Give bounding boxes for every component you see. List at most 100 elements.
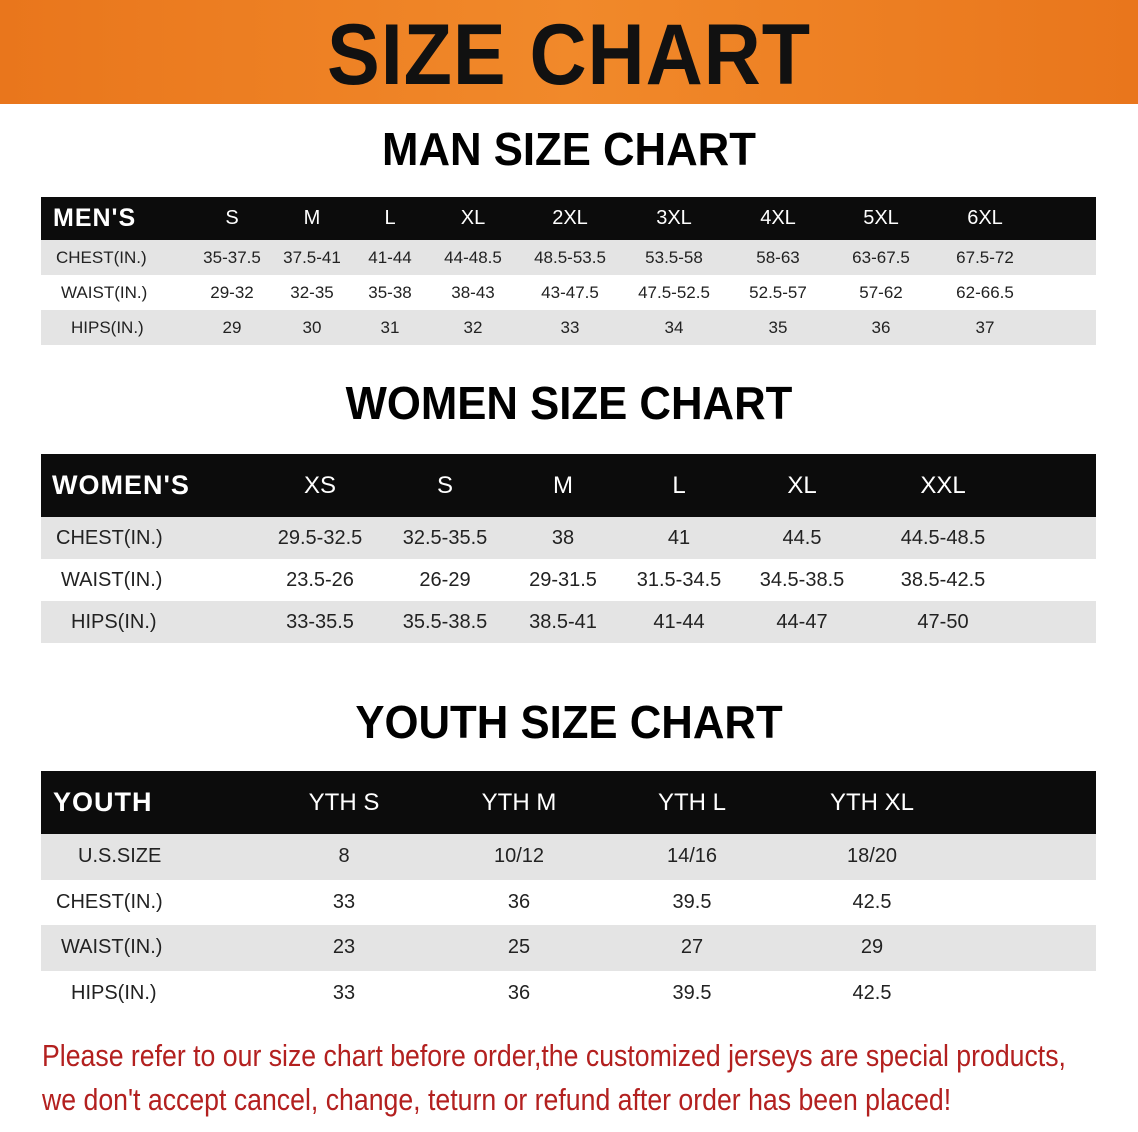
measurement-value: 29.5-32.5 [277,526,363,549]
size-column-header: 2XL [552,207,588,229]
table-row: HIPS(IN.) 29 30 31 32 33 34 35 36 37 [41,310,1096,345]
measurement-value: 41-44 [653,610,705,633]
size-column-header: 5XL [863,207,899,229]
measurement-value: 23 [332,936,356,959]
measurement-value: 35-37.5 [203,247,261,267]
measurement-value: 33 [332,890,356,913]
measurement-value: 29 [860,936,884,959]
size-column-header: XL [460,207,486,229]
table-row: CHEST(IN.) 33 36 39.5 42.5 [41,879,1096,925]
table-row: WAIST(IN.) 23.5-26 26-29 29-31.5 31.5-34.5 34… [41,559,1096,601]
measurement-label: U.S.SIZE [78,845,162,868]
measurement-label: WAIST(IN.) [61,568,163,591]
men-size-table: MEN'S S M L XL 2XL 3XL 4XL 5XL 6XL CHEST(IN.) 35-37… [41,197,1096,345]
size-column-header: 6XL [967,207,1003,229]
measurement-label: WAIST(IN.) [61,282,148,302]
measurement-value: 26-29 [419,568,471,591]
measurement-value: 35 [768,317,788,337]
table-row: U.S.SIZE 8 10/12 14/16 18/20 [41,834,1096,880]
measurement-value: 34.5-38.5 [759,568,845,591]
measurement-value: 44.5 [782,526,822,549]
youth-header-row: YOUTH YTH S YTH M YTH L YTH XL [41,771,1096,834]
measurement-value: 33-35.5 [286,610,354,633]
measurement-value: 33 [332,981,356,1004]
measurement-value: 47-50 [917,610,969,633]
measurement-value: 58-63 [756,247,800,267]
measurement-value: 18/20 [846,845,898,868]
size-column-header: L [384,207,396,229]
measurement-value: 25 [507,936,531,959]
measurement-value: 14/16 [666,845,718,868]
row-header-label: MEN'S [53,204,137,232]
size-column-header: XL [787,471,817,499]
row-header-label: YOUTH [53,787,153,817]
size-column-header: 4XL [760,207,796,229]
measurement-value: 37.5-41 [283,247,341,267]
measurement-value: 10/12 [493,845,545,868]
measurement-label: WAIST(IN.) [61,936,163,959]
table-row: WAIST(IN.) 23 25 27 29 [41,925,1096,971]
measurement-value: 8 [338,845,350,868]
measurement-value: 23.5-26 [286,568,354,591]
women-size-table: WOMEN'S XS S M L XL XXL CHEST(IN.) 29.5-32.5 32.5… [41,454,1096,643]
measurement-value: 36 [871,317,891,337]
size-column-header: M [553,471,573,499]
measurement-value: 34 [664,317,684,337]
men-header-row: MEN'S S M L XL 2XL 3XL 4XL 5XL 6XL [41,197,1096,240]
men-section-title: MAN SIZE CHART [382,123,756,175]
measurement-value: 36 [507,981,531,1004]
table-row: WAIST(IN.) 29-32 32-35 35-38 38-43 43-47.5 47.… [41,275,1096,310]
measurement-value: 39.5 [672,890,712,913]
measurement-value: 44.5-48.5 [900,526,986,549]
header-banner: SIZE CHART [0,0,1138,104]
measurement-value: 52.5-57 [749,282,807,302]
measurement-value: 42.5 [852,981,892,1004]
measurement-value: 35.5-38.5 [402,610,488,633]
measurement-label: CHEST(IN.) [56,890,163,913]
measurement-value: 37 [975,317,995,337]
measurement-value: 30 [302,317,322,337]
measurement-label: HIPS(IN.) [71,981,157,1004]
measurement-value: 53.5-58 [645,247,703,267]
measurement-value: 38.5-42.5 [900,568,986,591]
size-column-header: YTH L [657,788,727,816]
measurement-value: 41-44 [368,247,412,267]
measurement-value: 32.5-35.5 [402,526,488,549]
size-column-header: XXL [920,471,966,499]
measurement-value: 67.5-72 [956,247,1014,267]
row-header-label: WOMEN'S [52,470,190,500]
measurement-value: 33 [560,317,580,337]
size-column-header: YTH XL [829,788,915,816]
table-row: CHEST(IN.) 29.5-32.5 32.5-35.5 38 41 44.5 44.5… [41,517,1096,559]
page-title: SIZE CHART [327,7,811,103]
measurement-label: HIPS(IN.) [71,317,144,337]
table-row: HIPS(IN.) 33 36 39.5 42.5 [41,970,1096,1016]
measurement-value: 27 [680,936,704,959]
youth-section-title: YOUTH SIZE CHART [355,696,783,748]
notice-line-1: Please refer to our size chart before or… [42,1038,1066,1073]
table-row: HIPS(IN.) 33-35.5 35.5-38.5 38.5-41 41-44 44-… [41,601,1096,643]
measurement-value: 41 [667,526,691,549]
measurement-value: 32-35 [290,282,334,302]
measurement-value: 32 [463,317,483,337]
measurement-label: CHEST(IN.) [56,526,163,549]
size-column-header: YTH S [308,788,380,816]
women-section-title: WOMEN SIZE CHART [345,377,793,429]
measurement-value: 44-48.5 [444,247,502,267]
measurement-label: HIPS(IN.) [71,610,157,633]
measurement-value: 31 [380,317,400,337]
notice-line-2: we don't accept cancel, change, teturn o… [42,1082,952,1117]
measurement-value: 29 [222,317,242,337]
size-column-header: S [225,207,239,229]
measurement-value: 47.5-52.5 [638,282,710,302]
table-row: CHEST(IN.) 35-37.5 37.5-41 41-44 44-48.5 48.5… [41,240,1096,275]
youth-size-table: YOUTH YTH S YTH M YTH L YTH XL U.S.SIZE 8 10/12… [41,771,1096,1016]
size-column-header: 3XL [656,207,692,229]
women-header-row: WOMEN'S XS S M L XL XXL [41,454,1096,517]
measurement-value: 62-66.5 [956,282,1014,302]
size-column-header: L [672,471,686,499]
measurement-label: CHEST(IN.) [56,247,147,267]
measurement-value: 38.5-41 [529,610,597,633]
size-column-header: S [436,471,454,499]
measurement-value: 29-31.5 [529,568,597,591]
